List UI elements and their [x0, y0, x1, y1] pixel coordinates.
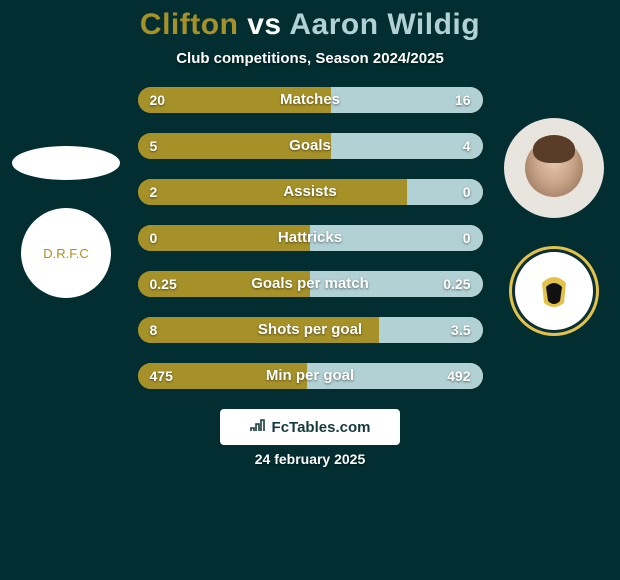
source-badge: FcTables.com: [220, 409, 400, 445]
club-crest-icon: [524, 261, 584, 321]
stat-label: Shots per goal: [138, 317, 483, 343]
stat-row: 54Goals: [138, 133, 483, 159]
player1-name: Clifton: [140, 8, 238, 41]
stat-row: 2016Matches: [138, 87, 483, 113]
stat-row: 00Hattricks: [138, 225, 483, 251]
footer-date: 24 february 2025: [0, 451, 620, 467]
stat-row: 83.5Shots per goal: [138, 317, 483, 343]
player1-column: D.R.F.C: [6, 118, 126, 298]
player2-column: [494, 118, 614, 336]
player1-club-initials: D.R.F.C: [43, 246, 89, 261]
vs-text: vs: [247, 8, 281, 41]
player2-club-inner: [515, 252, 593, 330]
player1-club-badge: D.R.F.C: [21, 208, 111, 298]
comparison-infographic: Clifton vs Aaron Wildig Club competition…: [0, 0, 620, 580]
source-text: FcTables.com: [272, 419, 371, 436]
player2-headshot: [525, 139, 583, 197]
stat-label: Assists: [138, 179, 483, 205]
stat-row: 20Assists: [138, 179, 483, 205]
stat-bars: 2016Matches 54Goals 20Assists 00Hattricks 0.…: [138, 87, 483, 389]
stat-label: Goals: [138, 133, 483, 159]
stat-row: 0.250.25Goals per match: [138, 271, 483, 297]
stat-label: Matches: [138, 87, 483, 113]
stat-label: Hattricks: [138, 225, 483, 251]
subtitle: Club competitions, Season 2024/2025: [0, 50, 620, 67]
stat-label: Min per goal: [138, 363, 483, 389]
stat-row: 475492Min per goal: [138, 363, 483, 389]
stat-label: Goals per match: [138, 271, 483, 297]
player2-name: Aaron Wildig: [289, 8, 480, 41]
player1-avatar: [12, 146, 120, 180]
page-title: Clifton vs Aaron Wildig: [0, 8, 620, 42]
player2-avatar: [504, 118, 604, 218]
chart-icon: [250, 418, 266, 436]
player2-club-badge: [509, 246, 599, 336]
